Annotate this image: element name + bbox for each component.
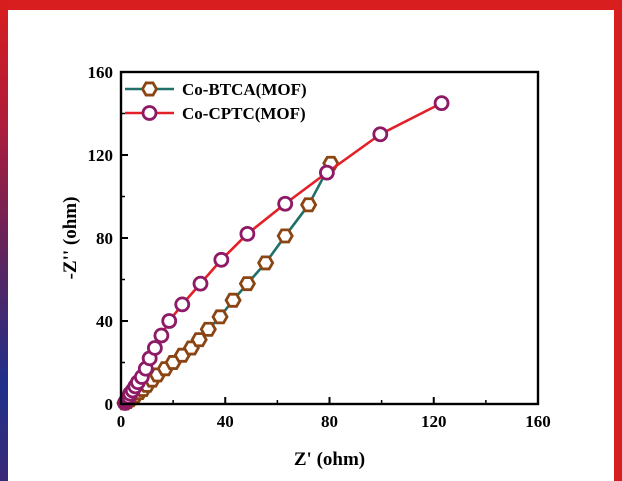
x-tick-label: 0: [117, 412, 126, 431]
legend-marker-series-1: [140, 81, 159, 97]
data-point-circle: [277, 195, 294, 212]
y-axis-title: -Z'' (ohm): [60, 197, 81, 280]
data-point-circle: [213, 251, 230, 268]
x-axis-title: Z' (ohm): [294, 449, 365, 470]
series-layer: [116, 95, 450, 411]
data-point-hexagon: [211, 309, 229, 325]
series-2: [117, 95, 450, 411]
y-tick-label: 40: [96, 312, 113, 331]
legend-label-series-1: Co-BTCA(MOF): [182, 80, 307, 99]
y-tick-label: 160: [88, 63, 114, 82]
legend: Co-BTCA(MOF) Co-CPTC(MOF): [125, 80, 307, 123]
data-point-circle: [161, 313, 178, 329]
y-tick-label: 120: [88, 146, 114, 165]
x-tick-label: 80: [321, 412, 338, 431]
x-tick-label: 120: [421, 412, 447, 431]
legend-marker-series-2: [141, 105, 158, 121]
y-tick-label: 0: [105, 395, 114, 414]
data-point-hexagon: [224, 292, 242, 308]
data-point-circle: [372, 126, 389, 143]
frame-right-border: [614, 0, 622, 481]
tick-labels: 0 40 80 120 160 0 40 80 120 160: [88, 63, 551, 431]
series-line-1: [124, 162, 332, 405]
data-point-circle: [146, 340, 163, 356]
data-point-hexagon: [300, 197, 318, 213]
frame-left-border: [0, 0, 8, 481]
x-tick-label: 40: [217, 412, 234, 431]
data-point-circle: [153, 327, 170, 344]
data-point-hexagon: [276, 228, 294, 244]
frame-top-border: [0, 0, 622, 10]
data-point-hexagon: [238, 276, 257, 292]
legend-label-series-2: Co-CPTC(MOF): [182, 104, 306, 123]
data-point-circle: [192, 275, 209, 292]
y-tick-label: 80: [96, 229, 113, 248]
axis-ticks: [120, 71, 539, 405]
data-point-hexagon: [199, 321, 217, 337]
data-point-circle: [174, 296, 191, 313]
x-tick-label: 160: [525, 412, 551, 431]
data-point-circle: [433, 95, 450, 112]
data-point-hexagon: [257, 255, 275, 271]
data-point-circle: [239, 225, 256, 242]
data-point-circle: [318, 164, 335, 181]
